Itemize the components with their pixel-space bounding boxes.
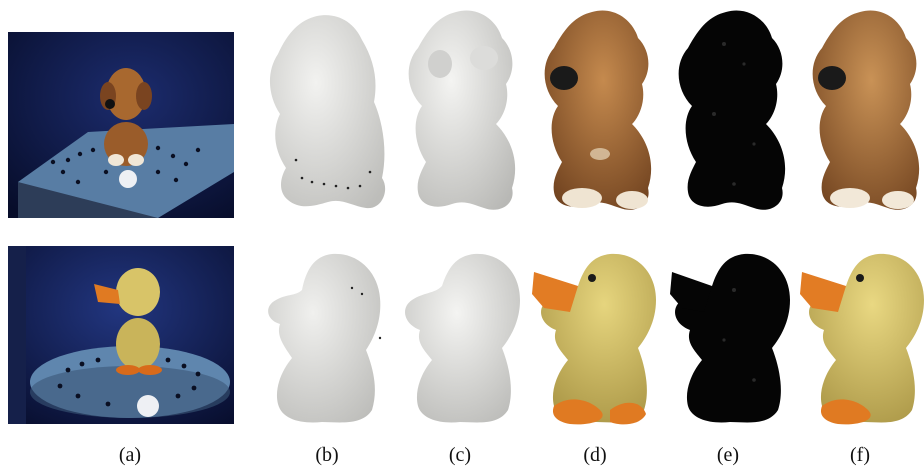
dog-mesh-smooth-panel [396,4,526,218]
dog-residual-panel [664,4,796,218]
caption-c: (c) [448,444,472,466]
duck-textured-panel [530,250,664,426]
dog-mesh-noisy-panel [262,10,392,218]
caption-b: (b) [315,444,339,466]
duck-mesh-noisy-panel [262,250,394,426]
dog-photo-panel [8,32,234,218]
duck-textured-final-panel [798,250,924,426]
caption-f: (f) [850,444,870,466]
duck-mesh-smooth-panel [398,250,526,426]
caption-e: (e) [716,444,740,466]
duck-residual-panel [664,250,798,426]
caption-d: (d) [583,444,607,466]
duck-photo-panel [8,246,234,424]
dog-textured-final-panel [798,4,924,218]
dog-textured-panel [530,4,662,218]
caption-a: (a) [118,444,142,466]
